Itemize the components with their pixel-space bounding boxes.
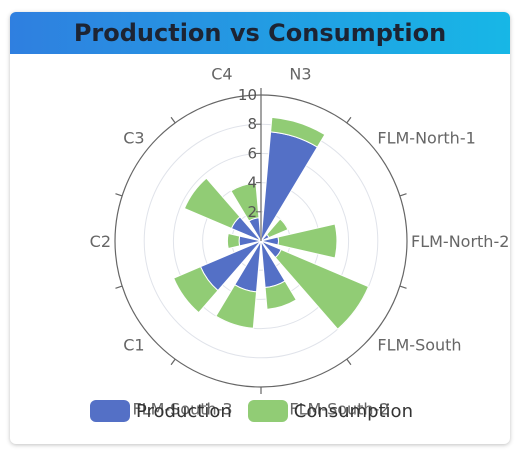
angle-tick: [399, 285, 407, 289]
legend-item-consumption[interactable]: Consumption: [247, 400, 413, 422]
angle-tick: [346, 116, 352, 124]
category-label-c2: C2: [90, 232, 111, 251]
radial-tick-label: 4: [247, 174, 257, 192]
category-label-c1: C1: [123, 335, 144, 354]
radial-tick-label: 8: [247, 115, 257, 133]
legend-swatch-production: [90, 400, 130, 422]
category-label-flm-north-1: FLM-North-1: [377, 129, 475, 148]
bar-consumption-flm-south-3: [215, 284, 258, 329]
bar-consumption-c2: [226, 232, 241, 250]
category-label-flm-north-2: FLM-North-2: [411, 232, 509, 251]
angle-tick: [170, 116, 176, 124]
radial-tick-label: 10: [238, 86, 257, 104]
chart-legend: Production Consumption: [90, 400, 413, 422]
angle-tick: [115, 193, 123, 197]
angle-tick: [346, 358, 352, 366]
bar-consumption-flm-south-2: [264, 280, 297, 310]
chart-title: Production vs Consumption: [73, 19, 447, 47]
category-label-c3: C3: [123, 129, 144, 148]
legend-item-production[interactable]: Production: [90, 400, 232, 422]
angle-tick: [399, 193, 407, 197]
bar-consumption-c3: [183, 177, 241, 230]
category-label-flm-south-3: FLM-South-3: [132, 399, 232, 418]
angle-tick: [170, 358, 176, 366]
legend-swatch-consumption: [247, 400, 288, 422]
bar-consumption-flm-north-1: [266, 218, 289, 239]
chart-header: Production vs Consumption: [10, 12, 510, 54]
bar-consumption-c4: [230, 182, 260, 222]
bar-consumption-flm-north-2: [277, 223, 338, 259]
radial-tick-label: 6: [247, 144, 257, 162]
legend-label-consumption: Consumption: [293, 400, 413, 422]
bar-consumption-flm-south: [274, 248, 370, 330]
chart-card: Production vs Consumption: [10, 12, 510, 444]
angle-tick: [115, 285, 123, 289]
category-label-n3: N3: [289, 65, 311, 84]
bar-consumption-c1: [173, 266, 219, 314]
bar-consumption-n3: [270, 116, 326, 148]
category-label-c4: C4: [211, 65, 232, 84]
radial-tick-label: 2: [247, 203, 257, 221]
bar-production-n3: [260, 131, 319, 242]
category-label-flm-south-2: FLM-South-2: [289, 399, 389, 418]
category-label-flm-south: FLM-South: [377, 335, 461, 354]
legend-label-production: Production: [136, 400, 232, 422]
